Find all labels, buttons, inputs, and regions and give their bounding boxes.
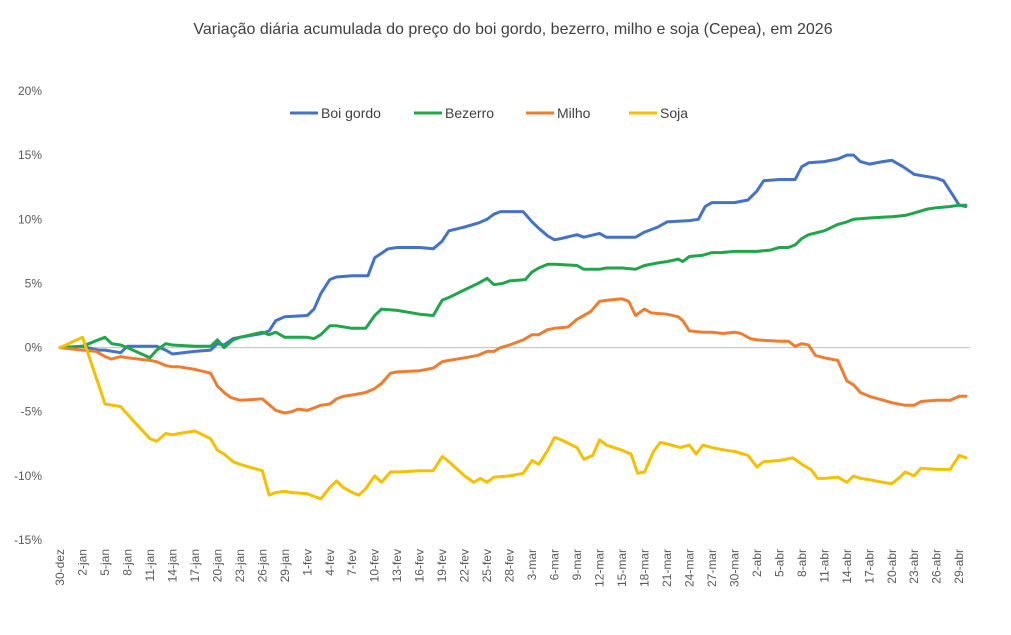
x-tick-label: 11-abr xyxy=(817,549,831,583)
x-tick-label: 7-fev xyxy=(345,549,359,576)
x-tick-label: 14-jan xyxy=(165,549,179,582)
x-tick-label: 2-abr xyxy=(750,549,764,577)
x-tick-label: 17-abr xyxy=(862,549,876,584)
y-tick-label: 15% xyxy=(18,148,42,162)
legend-label-soja: Soja xyxy=(660,105,688,121)
x-tick-label: 23-jan xyxy=(233,549,247,582)
series-line-soja xyxy=(58,335,968,501)
y-tick-label: -15% xyxy=(14,533,42,547)
x-tick-label: 10-fev xyxy=(368,549,382,582)
x-tick-label: 29-abr xyxy=(952,549,966,584)
x-tick-label: 16-fev xyxy=(413,549,427,582)
legend-label-boi: Boi gordo xyxy=(321,105,381,121)
x-tick-label: 5-abr xyxy=(772,549,786,577)
x-tick-label: 26-jan xyxy=(255,549,269,582)
series-line-boi xyxy=(58,153,968,356)
series-line-bezerro xyxy=(58,203,968,360)
x-tick-label: 18-mar xyxy=(637,549,651,587)
series-lines xyxy=(58,153,968,501)
x-tick-label: 11-jan xyxy=(143,549,157,581)
x-tick-label: 24-mar xyxy=(682,549,696,587)
x-tick-label: 9-mar xyxy=(570,549,584,580)
x-tick-label: 6-mar xyxy=(548,549,562,580)
x-tick-label: 29-jan xyxy=(278,549,292,582)
y-tick-label: 5% xyxy=(25,276,43,290)
x-tick-label: 17-jan xyxy=(188,549,202,582)
series-line-milho xyxy=(58,297,968,415)
x-tick-label: 5-jan xyxy=(98,549,112,576)
x-tick-label: 25-fev xyxy=(480,549,494,582)
chart-title: Variação diária acumulada do preço do bo… xyxy=(193,21,832,38)
x-tick-label: 8-abr xyxy=(795,549,809,577)
y-tick-label: 10% xyxy=(18,212,42,226)
x-tick-label: 1-fev xyxy=(300,549,314,576)
x-tick-label: 23-abr xyxy=(907,549,921,584)
x-tick-label: 4-fev xyxy=(323,549,337,576)
y-tick-label: 0% xyxy=(25,341,43,355)
x-tick-label: 12-mar xyxy=(593,549,607,587)
x-tick-label: 8-jan xyxy=(120,549,134,576)
legend-label-milho: Milho xyxy=(557,105,591,121)
x-tick-label: 30-mar xyxy=(727,549,741,587)
x-tick-label: 26-abr xyxy=(930,549,944,584)
x-tick-label: 2-jan xyxy=(75,549,89,576)
x-tick-label: 15-mar xyxy=(615,549,629,587)
y-tick-label: 20% xyxy=(18,84,42,98)
x-tick-label: 27-mar xyxy=(705,549,719,587)
x-tick-label: 14-abr xyxy=(840,549,854,584)
x-tick-label: 21-mar xyxy=(660,549,674,587)
legend: Boi gordo Bezerro Milho Soja xyxy=(290,105,688,121)
x-axis-ticks: 30-dez 2-jan 5-jan 8-jan 11-jan 14-jan 17-jan 2… xyxy=(53,549,966,587)
x-tick-label: 3-mar xyxy=(525,549,539,580)
y-axis-ticks: 20% 15% 10% 5% 0% -5% -10% -15% xyxy=(14,84,42,547)
x-tick-label: 28-fev xyxy=(503,549,517,582)
y-tick-label: -5% xyxy=(21,405,43,419)
legend-label-bezerro: Bezerro xyxy=(445,105,494,121)
x-tick-label: 22-fev xyxy=(458,549,472,582)
x-tick-label: 13-fev xyxy=(390,549,404,582)
x-tick-label: 20-jan xyxy=(210,549,224,582)
y-tick-label: -10% xyxy=(14,469,42,483)
x-tick-label: 30-dez xyxy=(53,549,67,586)
x-tick-label: 20-abr xyxy=(885,549,899,584)
x-tick-label: 19-fev xyxy=(435,549,449,582)
